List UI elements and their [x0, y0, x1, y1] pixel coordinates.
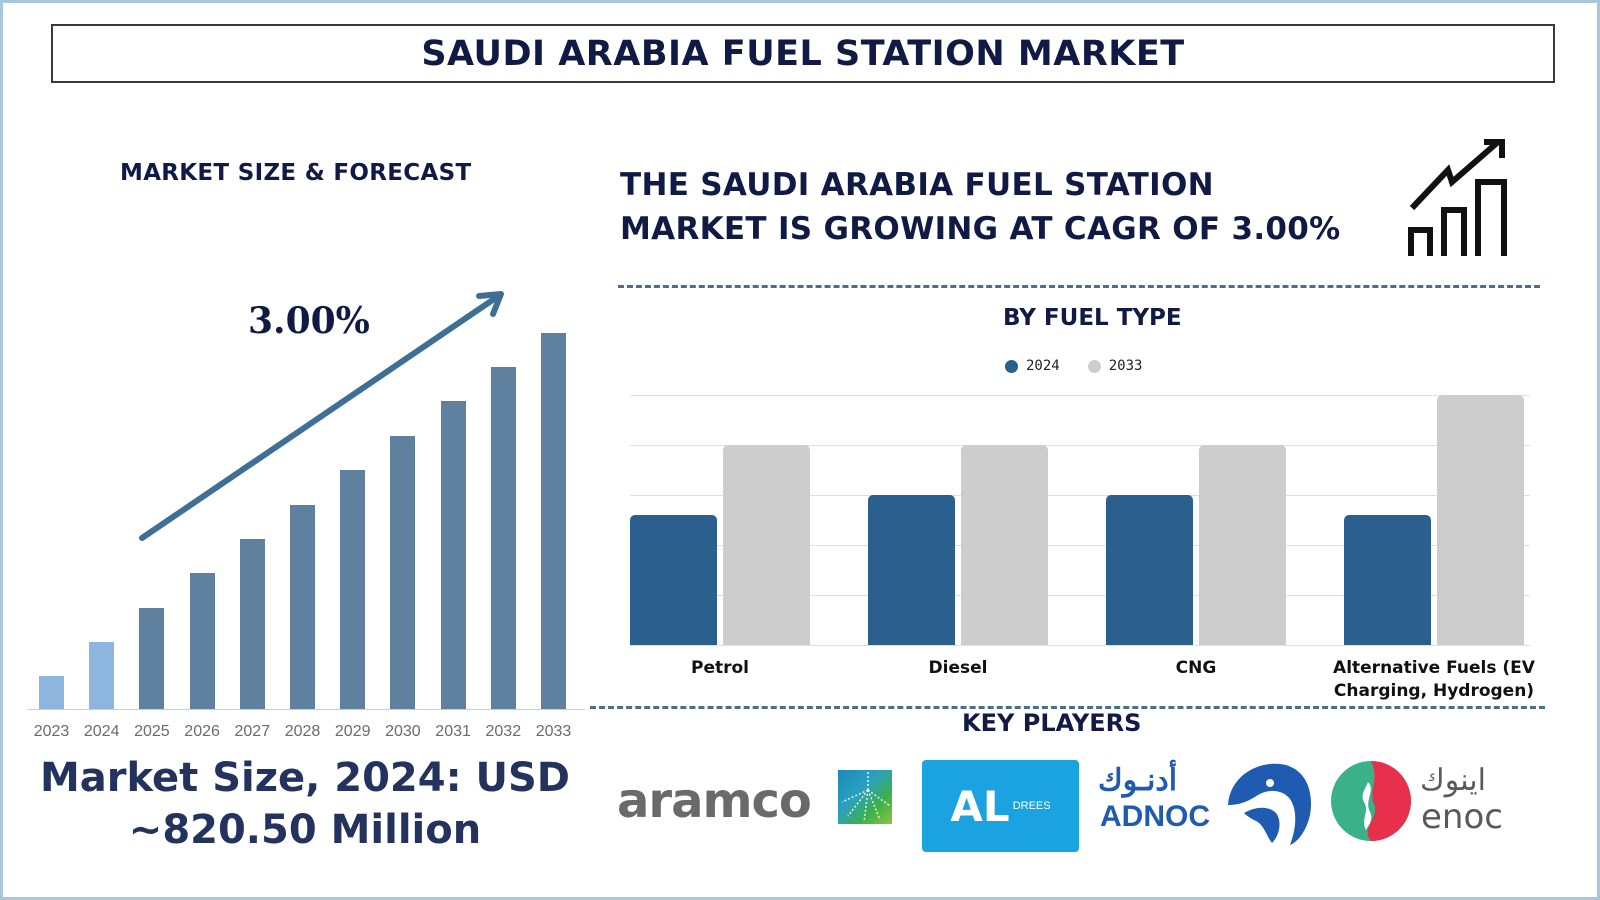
fuel-type-chart [630, 395, 1530, 650]
key-players-heading: KEY PLAYERS [962, 709, 1142, 737]
aramco-logo-text: aramco [617, 773, 812, 829]
legend-dot-2024-icon [1005, 359, 1018, 373]
category-label: Alternative Fuels (EV Charging, Hydrogen… [1333, 658, 1535, 701]
aramco-star-icon [838, 770, 892, 824]
gridline [630, 445, 1530, 446]
gridline [630, 545, 1530, 546]
section-divider-bottom [590, 706, 1545, 709]
cagr-value: 3.00% [248, 300, 370, 342]
cagr-statement-line2: MARKET IS GROWING AT CAGR OF 3.00% [620, 211, 1341, 247]
adnoc-arabic-text: أدنـوك [1098, 764, 1178, 797]
forecast-bar-2031 [440, 401, 466, 709]
bar-2033 [1199, 445, 1286, 645]
legend-dot-2033-icon [1087, 359, 1101, 373]
bar-2024 [630, 515, 717, 645]
x-axis-line [27, 709, 585, 710]
bar-2033 [723, 445, 810, 645]
x-axis-label: 2029 [334, 723, 371, 740]
legend-item-2033: 2033 [1087, 358, 1143, 374]
forecast-bar-2030 [390, 436, 416, 709]
x-axis-label: 2024 [83, 723, 120, 740]
legend-label: 2024 [1026, 358, 1060, 374]
market-size-text: Market Size, 2024: USD ~820.50 Million [20, 752, 590, 856]
bar-2024 [868, 495, 955, 645]
page-title: SAUDI ARABIA FUEL STATION MARKET [421, 33, 1185, 74]
section-divider-top [618, 285, 1540, 288]
title-banner: SAUDI ARABIA FUEL STATION MARKET [51, 24, 1555, 83]
growth-arrow-icon [139, 291, 504, 541]
bar-2024 [1344, 515, 1431, 645]
bar-2024 [1106, 495, 1193, 645]
gridline [630, 495, 1530, 496]
market-size-forecast-heading: MARKET SIZE & FORECAST [120, 160, 472, 186]
growth-chart-icon [1408, 139, 1507, 256]
x-axis-label: 2033 [535, 723, 572, 740]
gridline [630, 395, 1530, 396]
forecast-bar-2033 [541, 333, 566, 709]
forecast-bar-2023 [39, 676, 64, 709]
x-axis-label: 2028 [284, 723, 321, 740]
market-size-line1: Market Size, 2024: USD [39, 755, 571, 801]
x-axis-label: 2026 [184, 723, 220, 740]
x-axis-label: 2027 [234, 723, 271, 740]
adnoc-logo-text: ADNOC [1100, 800, 1210, 833]
adnoc-falcon-icon [1228, 763, 1311, 845]
forecast-bar-2025 [139, 608, 165, 709]
market-forecast-chart [27, 280, 587, 710]
al-drees-logo: AL DREES [922, 760, 1079, 852]
market-size-line2: ~820.50 Million [128, 807, 482, 853]
chart-legend: 2024 2033 [1005, 358, 1142, 374]
forecast-bar-2024 [89, 642, 115, 709]
bar-2033 [961, 445, 1048, 645]
category-label: Diesel [928, 658, 988, 678]
gridline [630, 645, 1530, 646]
gridline [630, 595, 1530, 596]
legend-item-2024: 2024 [1005, 358, 1060, 374]
enoc-arabic-text: اينوك [1420, 764, 1486, 797]
x-axis-label: 2031 [435, 723, 471, 740]
forecast-bar-2028 [290, 505, 315, 709]
al-drees-logo-text: AL [950, 781, 1010, 831]
category-label: CNG [1175, 658, 1217, 678]
forecast-bar-2029 [340, 470, 366, 709]
forecast-bar-2026 [189, 573, 215, 709]
cagr-statement-line1: THE SAUDI ARABIA FUEL STATION [620, 167, 1214, 203]
enoc-logo-text: enoc [1421, 797, 1503, 837]
cagr-statement: THE SAUDI ARABIA FUEL STATION MARKET IS … [620, 163, 1341, 251]
al-drees-logo-subtext: DREES [1012, 800, 1051, 812]
x-axis-label: 2023 [33, 723, 70, 740]
enoc-flame-icon [1331, 761, 1411, 841]
x-axis-labels: 2023 2024 2025 2026 2027 2028 2029 2030 2031 2032… [27, 723, 587, 743]
forecast-bar-2032 [490, 367, 516, 709]
bar-2033 [1437, 395, 1524, 645]
forecast-bar-2027 [239, 539, 265, 709]
x-axis-label: 2025 [134, 723, 170, 740]
category-label: Petrol [690, 658, 749, 678]
by-fuel-type-heading: BY FUEL TYPE [1003, 305, 1182, 331]
x-axis-label: 2030 [385, 723, 421, 740]
legend-label: 2033 [1108, 358, 1143, 374]
x-axis-label: 2032 [485, 723, 522, 740]
